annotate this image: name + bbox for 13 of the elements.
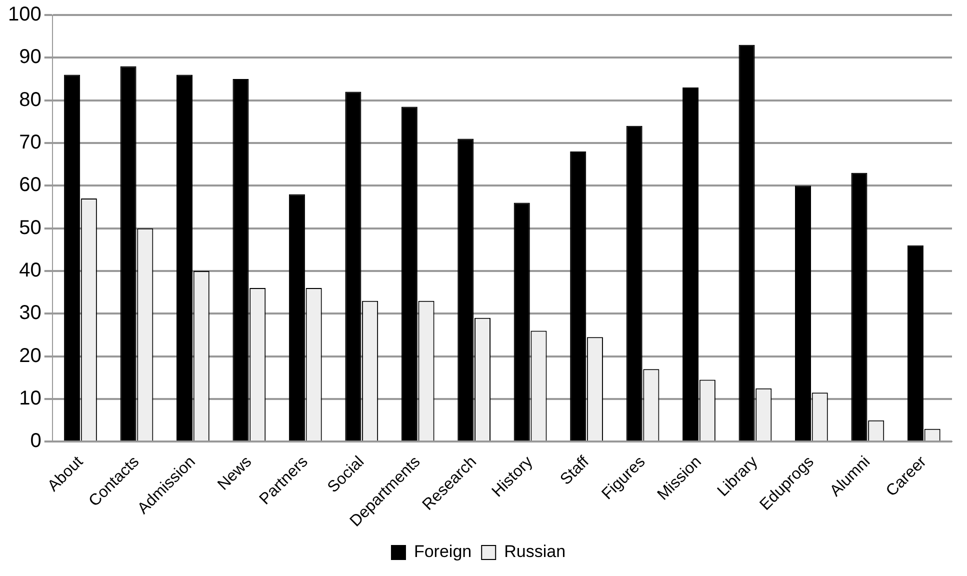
legend-label: Russian bbox=[504, 542, 566, 562]
y-tick-label: 60 bbox=[19, 174, 42, 196]
y-tick-label: 30 bbox=[19, 302, 42, 324]
y-tick-label: 0 bbox=[30, 430, 42, 452]
y-tick-label: 100 bbox=[8, 4, 42, 26]
y-tick-label: 70 bbox=[19, 132, 42, 154]
y-tick-label: 90 bbox=[19, 46, 42, 68]
legend-label: Foreign bbox=[414, 542, 472, 562]
y-tick-label: 50 bbox=[19, 216, 42, 239]
y-tick-label: 80 bbox=[19, 88, 42, 111]
y-tick-label: 20 bbox=[19, 344, 42, 367]
y-tick-label: 10 bbox=[19, 388, 42, 410]
y-tick-label: 40 bbox=[19, 260, 42, 282]
